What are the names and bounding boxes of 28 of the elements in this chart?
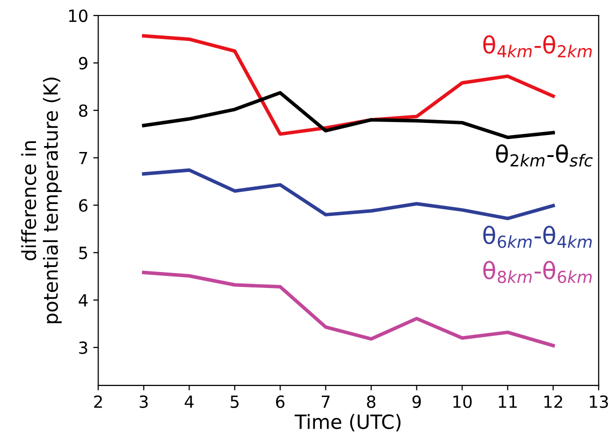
series-label: θ$_{4km}$-θ$_{2km}$ [483,35,592,58]
text: θ$_{8km}$-θ$_{6km}$ [483,260,592,284]
x-tick-label: 8 [367,395,376,408]
y-tick-label: 7 [79,152,88,164]
y-axis-title: difference in potential temperature (K) [21,78,62,324]
y-tick-label: 10 [69,9,88,22]
y-tick-label: 3 [79,341,88,354]
y-tick-label: 5 [79,246,88,260]
x-tick-label: 10 [453,395,472,408]
x-tick-label: 11 [498,396,517,408]
x-axis-title: Time (UTC) [294,414,401,432]
series-label: θ$_{2km}$-θ$_{sfc}$ [496,144,593,167]
x-tick-label: 3 [140,395,148,408]
y-tick-label: 9 [78,56,88,70]
y-tick-label: 6 [79,199,88,212]
x-tick-label: 13 [590,395,608,408]
series-label: θ$_{6km}$-θ$_{4km}$ [483,226,592,248]
x-tick-label: 5 [230,396,239,408]
line-series [142,168,555,220]
y-tick-label: 8 [79,104,88,117]
y-tick-label: 4 [78,294,88,306]
x-tick-label: 12 [544,395,562,408]
x-tick-label: 7 [322,396,330,408]
line-series [142,91,555,140]
x-tick-label: 9 [412,395,421,408]
x-tick-label: 4 [184,396,194,408]
x-tick-label: 6 [276,395,284,408]
x-tick-label: 2 [94,395,102,408]
